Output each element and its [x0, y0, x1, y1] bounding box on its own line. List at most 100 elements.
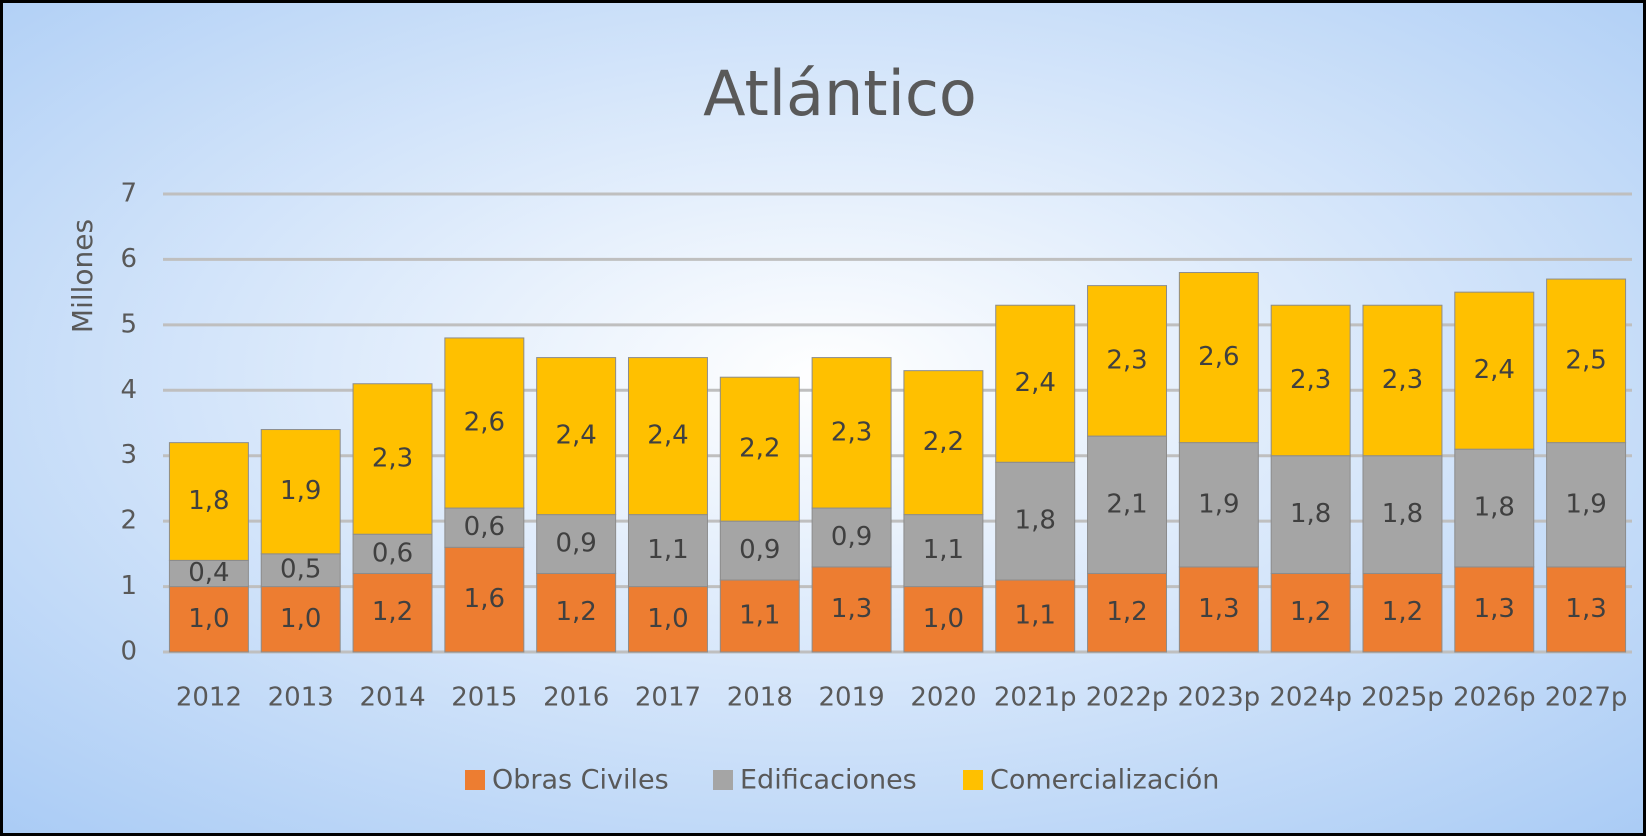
x-tick-label: 2016 — [543, 683, 609, 713]
value-label: 1,8 — [1015, 506, 1056, 536]
value-label: 2,6 — [464, 408, 505, 438]
bar-segment — [444, 507, 525, 548]
x-tick-label: 2024p — [1269, 683, 1352, 713]
value-label: 0,9 — [555, 529, 596, 559]
value-label: 2,6 — [1198, 342, 1239, 372]
value-label: 1,3 — [1565, 594, 1606, 624]
bar-segment — [995, 461, 1076, 581]
x-tick-label: 2012 — [176, 683, 242, 713]
x-tick-label: 2014 — [359, 683, 425, 713]
bar-segment — [811, 357, 892, 509]
bar-segment — [444, 337, 525, 509]
x-tick-label: 2019 — [819, 683, 885, 713]
y-tick-label: 7 — [120, 179, 137, 209]
legend-label: Obras Civiles — [492, 765, 669, 796]
value-label: 1,9 — [1198, 489, 1239, 519]
legend-swatch — [963, 770, 983, 790]
value-label: 1,1 — [739, 601, 780, 631]
bar-segment — [1270, 455, 1351, 574]
value-label: 1,8 — [1382, 499, 1423, 529]
x-tick-label: 2018 — [727, 683, 793, 713]
bar-segment — [260, 586, 341, 653]
value-label: 2,4 — [1474, 355, 1515, 385]
bar-segment — [903, 514, 984, 588]
value-label: 2,1 — [1106, 489, 1147, 519]
bar-segment — [1178, 566, 1259, 653]
value-label: 1,2 — [372, 597, 413, 627]
value-label: 2,3 — [372, 443, 413, 473]
bar-segment — [1362, 304, 1443, 457]
bar-segment — [995, 579, 1076, 653]
value-label: 1,2 — [555, 597, 596, 627]
x-tick-label: 2023p — [1178, 683, 1261, 713]
x-tick-label: 2013 — [268, 683, 334, 713]
y-tick-label: 1 — [120, 571, 137, 601]
value-label: 1,8 — [1474, 493, 1515, 523]
x-tick-label: 2025p — [1361, 683, 1444, 713]
value-label: 1,8 — [1290, 499, 1331, 529]
value-label: 0,6 — [372, 538, 413, 568]
value-label: 0,9 — [831, 522, 872, 552]
value-label: 1,1 — [923, 535, 964, 565]
y-tick-label: 4 — [120, 375, 137, 405]
bar-segment — [1454, 448, 1535, 568]
bar-segment — [1087, 285, 1168, 437]
x-tick-label: 2027p — [1545, 683, 1628, 713]
bar-segment — [168, 559, 249, 588]
value-label: 0,4 — [188, 558, 229, 588]
value-label: 2,3 — [1382, 365, 1423, 395]
value-label: 0,6 — [464, 512, 505, 542]
bar-segment — [1546, 566, 1627, 653]
bar-segment — [1546, 278, 1627, 444]
bar-segment — [627, 586, 708, 653]
value-label: 1,3 — [1474, 594, 1515, 624]
value-label: 2,4 — [555, 421, 596, 451]
bar-segment — [352, 533, 433, 574]
bar-segment — [352, 572, 433, 653]
bar-segment — [1454, 291, 1535, 450]
legend-label: Edificaciones — [740, 765, 917, 796]
bar-segment — [1546, 442, 1627, 568]
y-tick-label: 0 — [120, 637, 137, 667]
bar-segment — [536, 357, 617, 516]
bar-segment — [1087, 435, 1168, 574]
legend-swatch — [465, 770, 485, 790]
value-label: 2,3 — [1290, 365, 1331, 395]
bar-segment — [719, 520, 800, 581]
value-label: 2,3 — [1106, 345, 1147, 375]
chart-title: Atlántico — [703, 57, 977, 130]
value-label: 1,1 — [647, 535, 688, 565]
y-tick-label: 3 — [120, 440, 137, 470]
bar-segment — [903, 370, 984, 516]
x-tick-label: 2020 — [910, 683, 976, 713]
bar-segment — [1454, 566, 1535, 653]
value-label: 1,0 — [647, 604, 688, 634]
x-tick-label: 2022p — [1086, 683, 1169, 713]
legend-swatch — [713, 770, 733, 790]
bar-segment — [168, 586, 249, 653]
bar-segment — [719, 376, 800, 522]
value-label: 1,6 — [464, 584, 505, 614]
value-label: 2,2 — [739, 434, 780, 464]
y-tick-label: 6 — [120, 244, 137, 274]
value-label: 1,3 — [1198, 594, 1239, 624]
bar-segment — [1178, 442, 1259, 568]
y-tick-label: 2 — [120, 506, 137, 536]
value-label: 1,2 — [1290, 597, 1331, 627]
x-tick-label: 2015 — [451, 683, 517, 713]
value-label: 0,9 — [739, 535, 780, 565]
bar-segment — [811, 507, 892, 568]
bar-segment — [811, 566, 892, 653]
value-label: 1,8 — [188, 486, 229, 516]
value-label: 2,4 — [1015, 368, 1056, 398]
value-label: 1,9 — [1565, 489, 1606, 519]
legend-label: Comercialización — [990, 765, 1219, 796]
bar-segment — [168, 442, 249, 561]
bar-segment — [444, 546, 525, 653]
bar-segment — [903, 586, 984, 653]
value-label: 0,5 — [280, 555, 321, 585]
value-label: 1,3 — [831, 594, 872, 624]
x-tick-label: 2026p — [1453, 683, 1536, 713]
value-label: 2,3 — [831, 417, 872, 447]
